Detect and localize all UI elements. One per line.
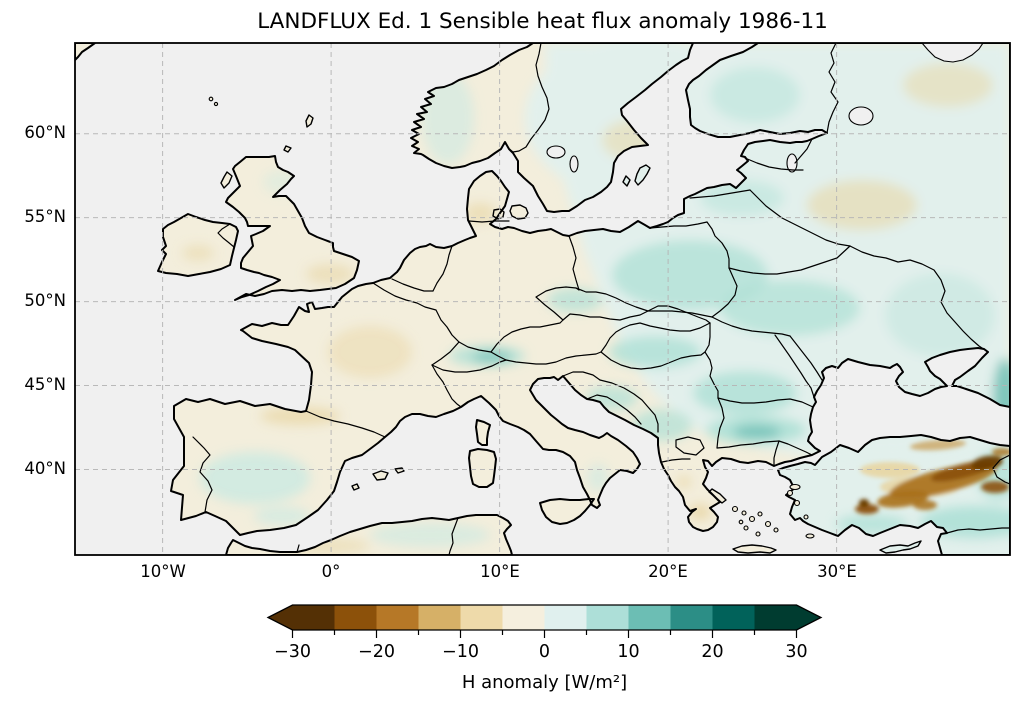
x-tick-10w: 10°W (140, 562, 186, 581)
colorbar-segment (712, 605, 755, 630)
colorbar-label: H anomaly [W/m²] (461, 672, 628, 693)
aegean-islands (208, 96, 815, 539)
colorbar-tick-label: 30 (785, 642, 807, 662)
x-tick-0: 0° (321, 562, 341, 581)
colorbar-tick-label: −30 (274, 642, 311, 662)
lakes (546, 43, 984, 173)
colorbar-segment (586, 605, 629, 630)
y-tick-45n: 45°N (24, 375, 66, 394)
country-borders (192, 43, 1010, 555)
x-tick-20e: 20°E (648, 562, 688, 581)
colorbar-segment (502, 605, 545, 630)
white-sea (921, 43, 984, 63)
y-tick-60n: 60°N (24, 123, 66, 142)
colorbar-tick-label: 20 (701, 642, 723, 662)
lake-vattern (569, 155, 579, 173)
colorbar-tick-label: 10 (617, 642, 639, 662)
colorbar-segment (670, 605, 713, 630)
colorbar-under-arrow (268, 605, 293, 630)
lake-ladoga (848, 106, 874, 126)
colorbar-segment (460, 605, 503, 630)
colorbar-segment (334, 605, 377, 630)
colorbar-segment (376, 605, 419, 630)
plot-title: LANDFLUX Ed. 1 Sensible heat flux anomal… (257, 9, 828, 34)
lake-peipus (786, 153, 798, 173)
y-tick-50n: 50°N (24, 291, 66, 310)
colorbar-tick-label: 0 (539, 642, 550, 662)
lake-vanern (546, 145, 566, 159)
colorbar-segment (544, 605, 587, 630)
map-frame (74, 42, 1011, 556)
colorbar-segment (754, 605, 797, 630)
y-tick-40n: 40°N (24, 459, 66, 478)
x-tick-10e: 10°E (480, 562, 520, 581)
colorbar-tick-label: −10 (442, 642, 479, 662)
y-tick-55n: 55°N (24, 207, 66, 226)
colorbar-over-arrow (796, 605, 821, 630)
colorbar-tick-label: −20 (358, 642, 395, 662)
colorbar-segment (628, 605, 671, 630)
x-tick-30e: 30°E (817, 562, 857, 581)
colorbar-segment (292, 605, 335, 630)
colorbar-segment (418, 605, 461, 630)
colorbar: −30 −20 −10 0 10 20 30 (266, 604, 823, 662)
graticule (75, 43, 1010, 555)
